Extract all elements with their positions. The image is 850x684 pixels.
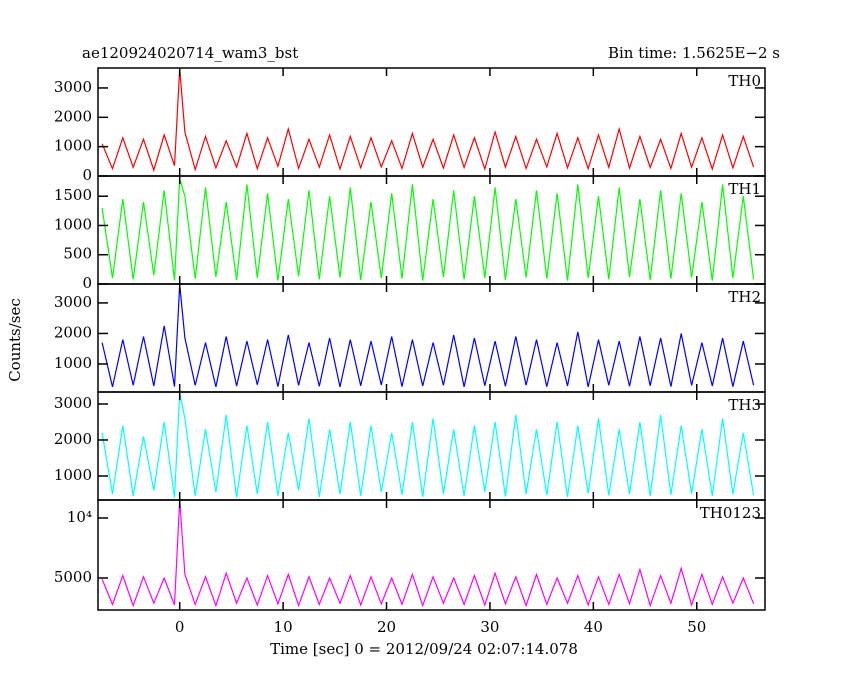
y-tick-label: 10⁴ [67,508,92,526]
y-tick-label: 3000 [54,293,92,311]
y-tick-label: 500 [63,245,92,263]
bin-time: Bin time: 1.5625E−2 s [608,44,780,62]
y-tick-label: 0 [82,274,92,292]
light-curve [101,499,755,608]
y-tick-label: 2000 [54,107,92,125]
panel-label: TH2 [728,288,761,306]
x-tick-label: 40 [584,618,603,636]
y-tick-label: 1000 [54,466,92,484]
panel-label: TH3 [728,396,761,414]
panel-frame [97,499,766,611]
x-tick-label: 0 [175,618,185,636]
y-tick-label: 3000 [54,78,92,96]
light-curve [101,284,755,388]
panel-label: TH0 [728,72,761,90]
x-tick-label: 10 [274,618,293,636]
y-tick-label: 2000 [54,430,92,448]
y-tick-label: 1000 [54,354,92,372]
x-tick-label: 20 [377,618,396,636]
y-tick-label: 1500 [54,186,92,204]
x-tick-label: 30 [480,618,499,636]
y-tick-label: 1000 [54,215,92,233]
chart-title: ae120924020714_wam3_bst [82,44,298,62]
panel-label: TH0123 [700,504,761,522]
y-tick-label: 3000 [54,394,92,412]
light-curve [101,393,755,498]
light-curve [101,68,755,173]
y-tick-label: 5000 [54,568,92,586]
y-tick-label: 2000 [54,323,92,341]
light-curve [101,178,755,281]
x-axis-label: Time [sec] 0 = 2012/09/24 02:07:14.078 [270,640,578,658]
x-tick-label: 50 [687,618,706,636]
y-tick-label: 1000 [54,137,92,155]
y-tick-label: 0 [82,166,92,184]
y-axis-label: Counts/sec [6,298,24,382]
panel-label: TH1 [728,180,761,198]
